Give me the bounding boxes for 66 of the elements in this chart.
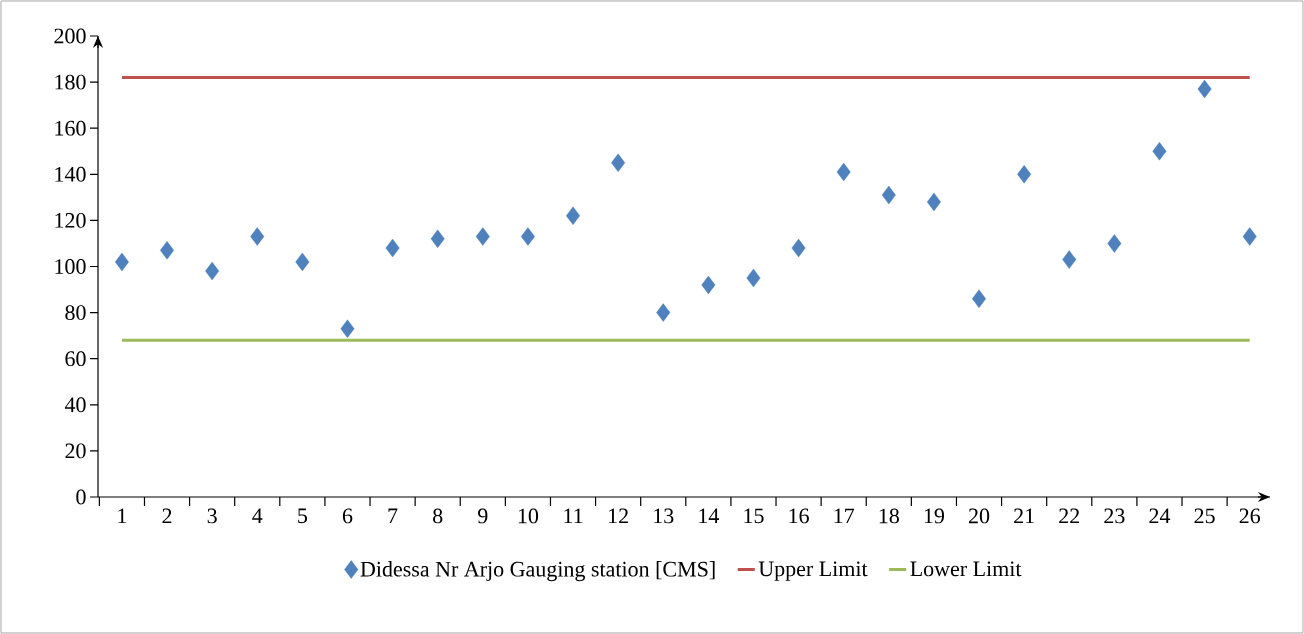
point [385,238,400,258]
x-tick-label: 18 [879,508,899,524]
point [160,241,174,260]
y-tick-label: 80 [65,305,86,321]
legend-label: Lower Limit [910,561,1022,577]
x-tick-label: 5 [298,508,308,524]
x-tick-label: 25 [1194,508,1215,524]
point [1197,79,1212,99]
y-tick-label: 0 [76,489,86,505]
point [836,162,851,182]
x-tick-label: 26 [1239,508,1261,524]
x-tick-label: 21 [1014,508,1034,524]
x-tick-label: 24 [1149,508,1171,524]
point [205,261,220,281]
point [1017,165,1032,184]
point [656,303,671,322]
x-tick-label: 11 [564,508,583,524]
point [1107,234,1122,253]
x-tick-label: 4 [252,508,263,523]
x-tick-label: 13 [654,508,674,524]
point [746,268,761,288]
y-tick-label: 60 [65,351,86,367]
point [520,227,535,246]
x-tick-label: 19 [924,508,945,524]
y-tick-label: 40 [64,397,86,413]
x-tick-label: 22 [1059,508,1080,524]
x-tick-label: 9 [478,508,488,524]
point [1242,227,1257,246]
point [250,227,265,246]
x-tick-label: 3 [207,508,217,524]
point [611,153,626,172]
y-tick-label: 20 [65,443,86,459]
point [926,192,941,212]
point [475,227,490,246]
x-tick-label: 20 [968,508,990,524]
y-tick-label: 120 [55,212,86,228]
x-tick-label: 2 [162,508,172,524]
point [566,206,580,225]
x-tick-label: 10 [518,508,539,524]
x-tick-label: 23 [1104,508,1125,524]
x-tick-label: 1 [118,508,127,524]
legend-label: Upper Limit [758,561,868,581]
y-tick-label: 100 [55,259,86,274]
point [1152,142,1167,161]
point [1062,250,1077,269]
point [701,275,716,295]
x-tick-label: 17 [834,508,855,524]
x-tick-label: 14 [699,508,720,524]
point [340,319,355,338]
point [972,289,986,308]
x-tick-label: 7 [388,508,398,523]
legend-label: Didessa Nr Arjo Gauging station [CMS] [360,561,715,582]
x-tick-label: 8 [433,508,443,524]
y-tick-label: 160 [55,120,86,136]
y-tick-label: 200 [54,28,86,44]
y-tick-label: 180 [55,74,86,90]
point [881,185,896,205]
x-tick-label: 12 [609,508,628,524]
x-tick-label: 16 [789,508,809,524]
x-tick-label: 15 [744,508,764,524]
y-tick-label: 140 [55,166,86,182]
point [430,229,445,249]
point [791,238,806,258]
x-tick-label: 6 [342,508,353,524]
point [114,252,129,272]
point [295,252,310,272]
